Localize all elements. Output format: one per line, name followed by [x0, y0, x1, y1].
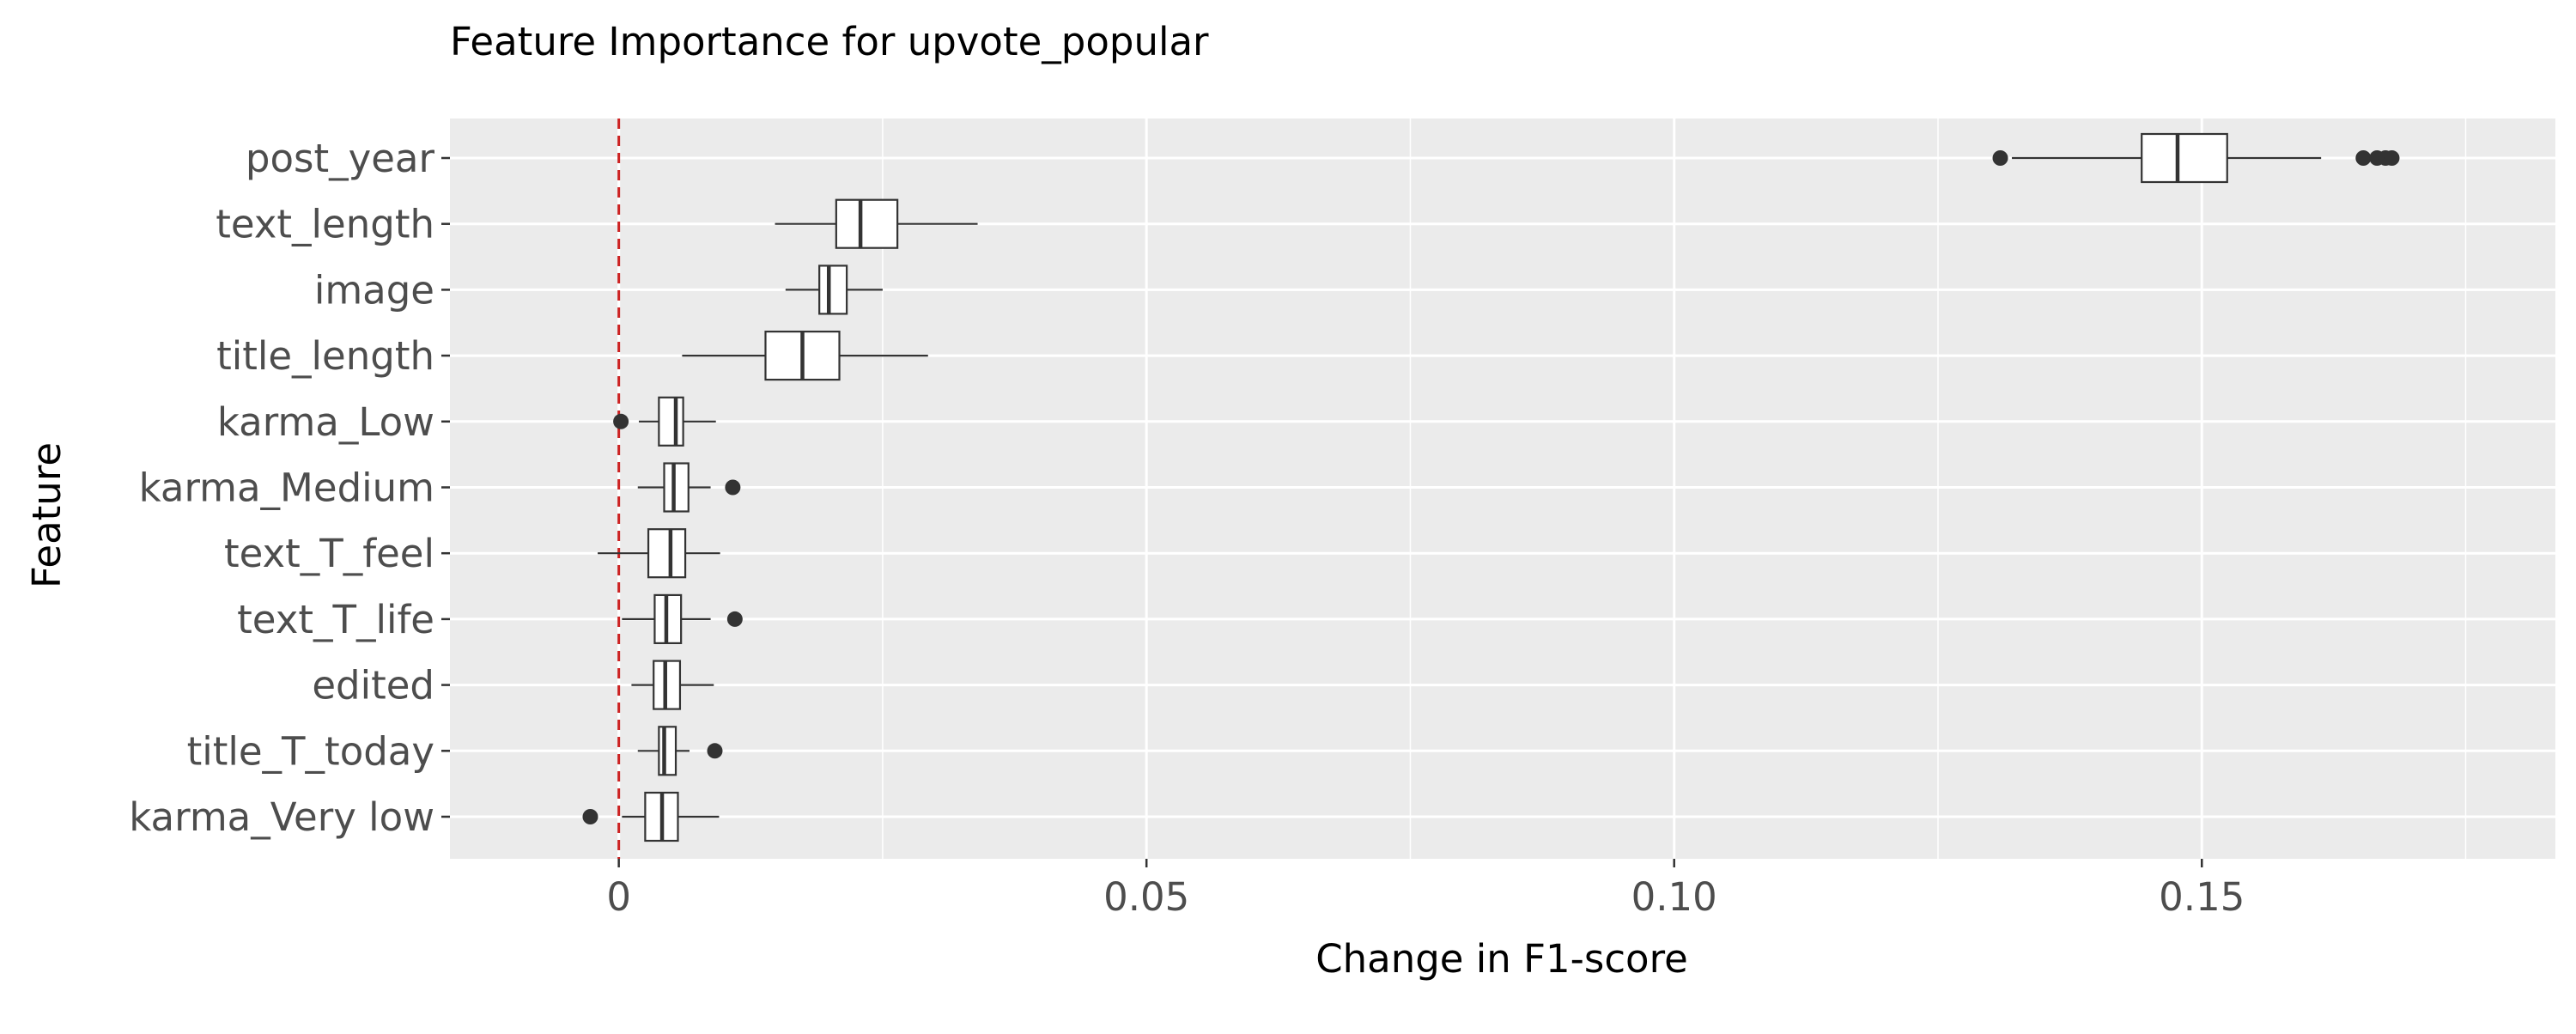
x-tick-label: 0.05 [1103, 874, 1189, 920]
box-layer [582, 132, 2400, 842]
outlier-point [1992, 150, 2008, 166]
outlier-point [2355, 150, 2372, 166]
y-tick-label: title_length [216, 333, 434, 379]
box-group [1992, 132, 2400, 184]
box [835, 198, 899, 249]
chart-title: Feature Importance for upvote_popular [450, 19, 1209, 64]
box-group [785, 265, 883, 315]
outlier-point [707, 743, 723, 759]
outlier-point [582, 809, 598, 824]
y-tick-label: text_T_life [237, 597, 434, 642]
x-axis-label: Change in F1-score [1315, 936, 1688, 982]
box [658, 726, 677, 776]
y-tick-label: karma_Very low [129, 794, 434, 840]
box [818, 265, 848, 315]
x-tick-label: 0.15 [2159, 874, 2245, 920]
grid-lines [450, 119, 2555, 859]
outlier-point [725, 479, 741, 496]
outlier-point [613, 413, 629, 429]
box-group [775, 198, 978, 249]
box-group [637, 462, 741, 513]
x-tick-label: 0 [606, 874, 631, 920]
box-group [613, 396, 716, 447]
y-tick-label: image [314, 267, 434, 313]
y-tick-label: edited [312, 663, 434, 709]
y-tick-label: text_T_feel [224, 531, 434, 576]
y-tick-label: karma_Low [217, 399, 434, 445]
box-group [622, 593, 743, 645]
y-axis-label: Feature [24, 442, 70, 588]
outlier-point [2384, 150, 2400, 166]
y-tick-label: text_length [216, 202, 434, 247]
outlier-point [726, 611, 743, 627]
box-group [682, 331, 928, 381]
box-group [582, 791, 720, 842]
x-tick-label: 0.10 [1631, 874, 1717, 920]
y-tick-label: karma_Medium [139, 465, 434, 511]
box-group [598, 528, 720, 579]
y-tick-label: title_T_today [187, 728, 434, 774]
box-group [637, 726, 723, 776]
box-group [631, 660, 714, 710]
box [658, 396, 684, 447]
y-tick-label: post_year [246, 136, 435, 181]
box [2141, 132, 2228, 184]
box [663, 462, 690, 513]
box [647, 528, 687, 579]
